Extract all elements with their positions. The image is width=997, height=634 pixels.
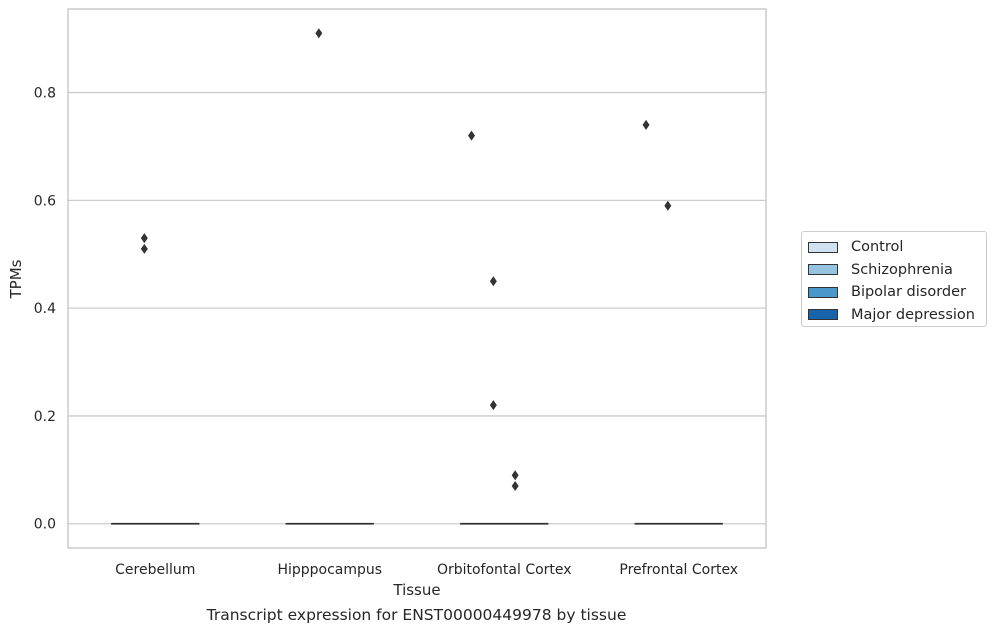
- y-tick-label: 0.6: [34, 193, 56, 209]
- outlier-point: [140, 243, 148, 254]
- legend-item: Schizophrenia: [808, 259, 986, 282]
- outlier-point: [642, 119, 650, 130]
- y-tick-labels: 0.0 0.2 0.4 0.6 0.8: [34, 86, 56, 533]
- outlier-point: [664, 200, 672, 211]
- legend-label: Major depression: [851, 306, 975, 323]
- x-tick-labels: Cerebellum Hipppocampus Orbitofontal Corte…: [115, 562, 738, 578]
- x-tick-label: Orbitofontal Cortex: [437, 562, 572, 578]
- plot-area: [68, 9, 766, 548]
- x-axis-label: Tissue: [392, 581, 440, 599]
- y-tick-label: 0.2: [34, 409, 56, 425]
- legend-swatch: [808, 309, 838, 321]
- outlier-markers: [140, 28, 672, 492]
- y-axis-label: TPMs: [7, 259, 25, 299]
- legend-swatch: [808, 286, 838, 298]
- legend-label: Schizophrenia: [851, 261, 953, 278]
- legend-label: Bipolar disorder: [851, 284, 966, 301]
- legend-swatch: [808, 241, 838, 253]
- outlier-point: [468, 130, 476, 141]
- outlier-point: [489, 400, 497, 411]
- x-tick-label: Hipppocampus: [277, 562, 382, 578]
- outlier-point: [489, 276, 497, 287]
- legend-item: Major depression: [808, 304, 986, 327]
- legend-item: Bipolar disorder: [808, 281, 986, 304]
- outlier-point: [511, 481, 519, 492]
- y-tick-label: 0.0: [34, 517, 56, 533]
- x-tick-label: Prefrontal Cortex: [619, 562, 738, 578]
- y-tick-label: 0.8: [34, 86, 56, 102]
- legend-swatch: [808, 264, 838, 276]
- outlier-point: [315, 28, 323, 39]
- legend: Control Schizophrenia Bipolar disorder Majo…: [801, 231, 987, 327]
- chart-caption: Transcript expression for ENST0000044997…: [206, 606, 627, 624]
- legend-item: Control: [808, 236, 986, 259]
- legend-label: Control: [851, 239, 904, 256]
- outlier-point: [511, 470, 519, 481]
- y-tick-label: 0.4: [34, 301, 56, 317]
- outlier-point: [140, 233, 148, 244]
- x-tick-label: Cerebellum: [115, 562, 195, 578]
- plot-frame: [67, 8, 767, 549]
